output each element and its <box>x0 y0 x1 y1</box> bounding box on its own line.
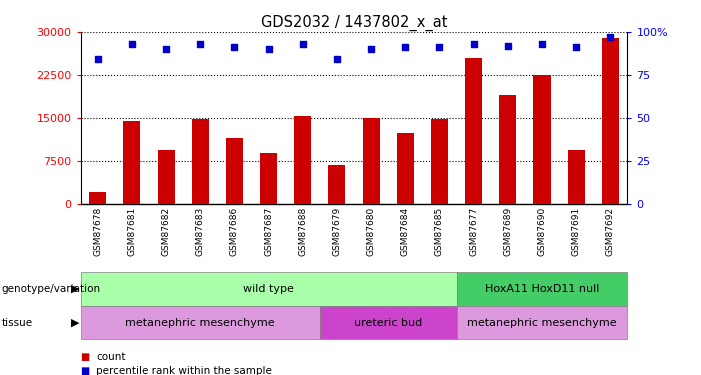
Point <box>297 41 308 47</box>
Text: GSM87680: GSM87680 <box>367 206 376 256</box>
Text: percentile rank within the sample: percentile rank within the sample <box>96 366 272 375</box>
Text: GSM87682: GSM87682 <box>161 206 170 255</box>
Text: GSM87691: GSM87691 <box>571 206 580 256</box>
Text: metanephric mesenchyme: metanephric mesenchyme <box>125 318 275 327</box>
Text: ▶: ▶ <box>72 284 80 294</box>
Bar <box>260 153 277 204</box>
Point <box>571 44 582 50</box>
Text: GSM87683: GSM87683 <box>196 206 205 256</box>
Bar <box>89 192 107 204</box>
Bar <box>431 119 448 204</box>
Text: count: count <box>96 352 125 362</box>
Text: GSM87678: GSM87678 <box>93 206 102 256</box>
Point <box>263 46 274 52</box>
Bar <box>320 306 456 339</box>
Bar <box>362 118 380 204</box>
Bar <box>294 116 311 204</box>
Bar <box>191 119 209 204</box>
Title: GDS2032 / 1437802_x_at: GDS2032 / 1437802_x_at <box>261 14 447 30</box>
Point <box>92 57 103 63</box>
Text: GSM87679: GSM87679 <box>332 206 341 256</box>
Text: GSM87677: GSM87677 <box>469 206 478 256</box>
Bar <box>397 132 414 204</box>
Text: GSM87687: GSM87687 <box>264 206 273 256</box>
Text: GSM87681: GSM87681 <box>128 206 137 256</box>
Text: genotype/variation: genotype/variation <box>1 284 100 294</box>
Point <box>536 41 547 47</box>
Text: GSM87692: GSM87692 <box>606 206 615 255</box>
Text: ■: ■ <box>81 352 90 362</box>
Bar <box>123 121 140 204</box>
Point <box>161 46 172 52</box>
Bar <box>226 138 243 204</box>
Point <box>434 44 445 50</box>
Bar <box>81 272 456 306</box>
Point <box>502 43 513 49</box>
Text: ▶: ▶ <box>72 318 80 327</box>
Bar <box>158 150 175 204</box>
Text: GSM87685: GSM87685 <box>435 206 444 256</box>
Point <box>332 57 343 63</box>
Bar <box>568 150 585 204</box>
Text: GSM87690: GSM87690 <box>538 206 547 256</box>
Text: HoxA11 HoxD11 null: HoxA11 HoxD11 null <box>485 284 599 294</box>
Bar <box>601 38 619 204</box>
Point <box>605 34 616 40</box>
Bar <box>456 272 627 306</box>
Text: GSM87684: GSM87684 <box>401 206 410 255</box>
Text: GSM87689: GSM87689 <box>503 206 512 256</box>
Text: ■: ■ <box>81 366 90 375</box>
Point <box>126 41 137 47</box>
Point <box>365 46 376 52</box>
Bar <box>465 58 482 204</box>
Point <box>195 41 206 47</box>
Text: GSM87686: GSM87686 <box>230 206 239 256</box>
Text: metanephric mesenchyme: metanephric mesenchyme <box>467 318 617 327</box>
Point <box>229 44 240 50</box>
Text: GSM87688: GSM87688 <box>298 206 307 256</box>
Bar <box>456 306 627 339</box>
Text: tissue: tissue <box>1 318 32 327</box>
Bar <box>533 75 550 204</box>
Point <box>400 44 411 50</box>
Bar <box>81 306 320 339</box>
Bar <box>328 165 346 204</box>
Bar <box>499 95 517 204</box>
Text: ureteric bud: ureteric bud <box>354 318 422 327</box>
Point <box>468 41 479 47</box>
Text: wild type: wild type <box>243 284 294 294</box>
